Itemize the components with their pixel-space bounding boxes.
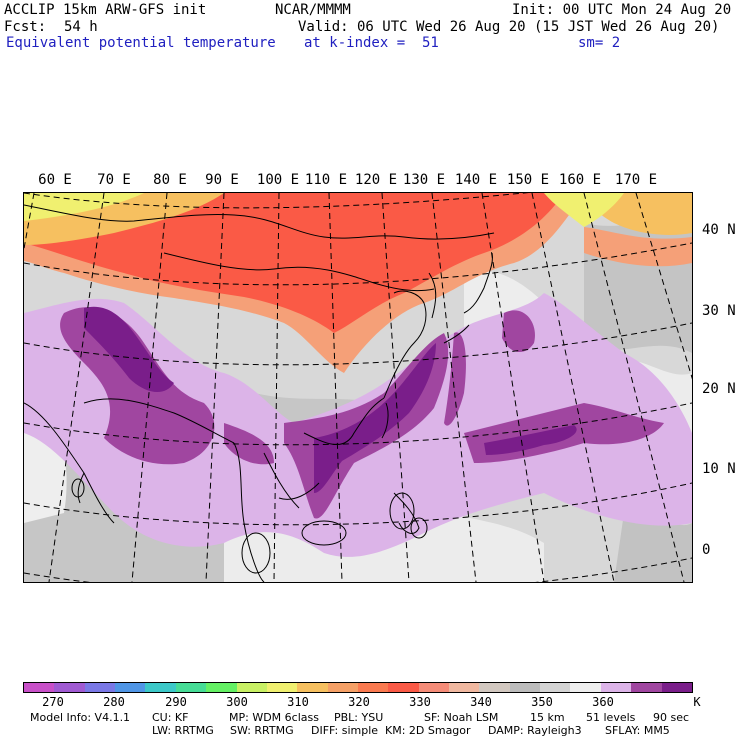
lon-label: 130 E xyxy=(402,172,446,188)
colorbar-swatch xyxy=(24,683,55,692)
footer-lw: LW: RRTMG xyxy=(152,724,214,737)
lon-label: 170 E xyxy=(614,172,658,188)
colorbar-swatch xyxy=(479,683,510,692)
lon-label: 80 E xyxy=(153,172,187,188)
lat-label: 0 xyxy=(702,542,711,558)
footer-levels: 51 levels xyxy=(586,711,636,724)
footer-mp: MP: WDM 6class xyxy=(229,711,319,724)
lon-label: 110 E xyxy=(304,172,348,188)
colorbar-swatch xyxy=(327,683,358,692)
lon-label: 90 E xyxy=(205,172,239,188)
footer-sflay: SFLAY: MM5 xyxy=(605,724,670,737)
lat-label: 10 N xyxy=(702,461,736,477)
field-name: Equivalent potential temperature xyxy=(6,35,276,51)
colorbar-label: 330 xyxy=(409,695,431,709)
islands xyxy=(71,478,428,574)
lon-label: 120 E xyxy=(354,172,398,188)
smoothing-label: sm= 2 xyxy=(578,35,621,51)
colorbar-label: 350 xyxy=(531,695,553,709)
coastlines xyxy=(24,204,495,582)
lon-label: 60 E xyxy=(38,172,72,188)
footer-diff: DIFF: simple xyxy=(311,724,379,737)
colorbar-label: 360 xyxy=(592,695,614,709)
colorbar-label: 280 xyxy=(103,695,125,709)
colorbar-label: 300 xyxy=(226,695,248,709)
colorbar-swatch xyxy=(115,683,146,692)
footer-damp: DAMP: Rayleigh3 xyxy=(488,724,582,737)
model-title: ACCLIP 15km ARW-GFS init xyxy=(4,2,207,18)
footer-cu: CU: KF xyxy=(152,711,189,724)
colorbar-label: 270 xyxy=(42,695,64,709)
colorbar-unit: K xyxy=(693,695,701,709)
colorbar-label: 320 xyxy=(348,695,370,709)
colorbar-swatch xyxy=(418,683,450,692)
level-label: at k-index = 51 xyxy=(304,35,439,51)
colorbar-swatch xyxy=(449,683,480,692)
map-canvas xyxy=(24,193,692,582)
colorbar-label: 340 xyxy=(470,695,492,709)
colorbar-swatch xyxy=(84,683,116,692)
colorbar-swatch xyxy=(266,683,298,692)
lat-label: 40 N xyxy=(702,222,736,238)
lat-label: 20 N xyxy=(702,381,736,397)
footer-sf: SF: Noah LSM xyxy=(424,711,499,724)
footer-km: KM: 2D Smagor xyxy=(385,724,471,737)
lon-label: 160 E xyxy=(558,172,602,188)
lon-label: 70 E xyxy=(97,172,131,188)
footer-sw: SW: RRTMG xyxy=(230,724,294,737)
lon-label: 150 E xyxy=(506,172,550,188)
colorbar-label: 310 xyxy=(287,695,309,709)
lon-label: 140 E xyxy=(454,172,498,188)
colorbar-swatch xyxy=(540,683,571,692)
init-time: Init: 00 UTC Mon 24 Aug 20 xyxy=(512,2,732,18)
moist-field xyxy=(24,293,692,557)
valid-time: Valid: 06 UTC Wed 26 Aug 20 (15 JST Wed … xyxy=(298,19,720,35)
footer-model-info: Model Info: V4.1.1 xyxy=(30,711,131,724)
colorbar-swatch xyxy=(175,683,207,692)
colorbar xyxy=(23,682,693,693)
colorbar-swatch xyxy=(145,683,176,692)
colorbar-swatch xyxy=(570,683,601,692)
colorbar-swatch xyxy=(661,683,692,692)
forecast-label: Fcst: xyxy=(4,19,47,35)
colorbar-label: 290 xyxy=(165,695,187,709)
colorbar-swatch xyxy=(509,683,541,692)
colorbar-swatch xyxy=(631,683,662,692)
lon-label: 100 E xyxy=(256,172,300,188)
colorbar-swatch xyxy=(357,683,389,692)
colorbar-swatch xyxy=(388,683,419,692)
colorbar-swatch xyxy=(206,683,237,692)
forecast-hour: 54 h xyxy=(64,19,98,35)
theta-e-map xyxy=(23,192,693,583)
footer-resolution: 15 km xyxy=(530,711,565,724)
footer-pbl: PBL: YSU xyxy=(334,711,384,724)
warm-north-field xyxy=(24,193,692,373)
lat-label: 30 N xyxy=(702,303,736,319)
colorbar-swatch xyxy=(297,683,328,692)
footer-timestep: 90 sec xyxy=(653,711,690,724)
graticule xyxy=(24,193,692,582)
center-label: NCAR/MMMM xyxy=(275,2,351,18)
colorbar-swatch xyxy=(236,683,267,692)
colorbar-swatch xyxy=(600,683,632,692)
colorbar-swatch xyxy=(54,683,85,692)
